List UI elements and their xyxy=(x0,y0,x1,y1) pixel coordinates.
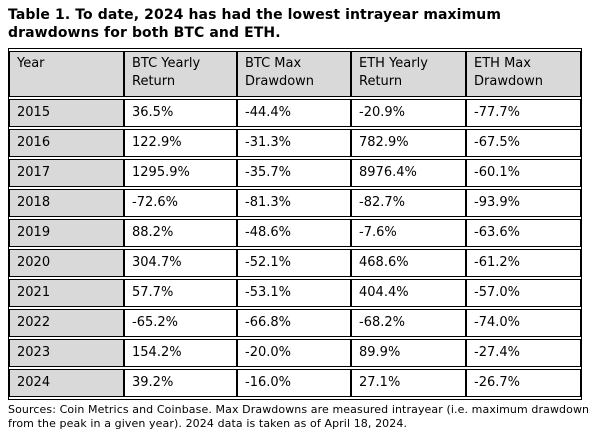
table-row: 2022 -65.2% -66.8% -68.2% -74.0% xyxy=(9,308,581,337)
value-cell: 304.7% xyxy=(124,248,237,277)
year-cell: 2015 xyxy=(9,98,124,127)
value-cell: -31.3% xyxy=(237,128,351,157)
table-title: Table 1. To date, 2024 has had the lowes… xyxy=(8,7,502,42)
column-header: ETH Yearly Return xyxy=(351,50,466,97)
value-cell: -72.6% xyxy=(124,188,237,217)
value-cell: -20.0% xyxy=(237,338,351,367)
value-cell: -20.9% xyxy=(351,98,466,127)
value-cell: -68.2% xyxy=(351,308,466,337)
value-cell: -81.3% xyxy=(237,188,351,217)
year-cell: 2018 xyxy=(9,188,124,217)
value-cell: -66.8% xyxy=(237,308,351,337)
value-cell: -60.1% xyxy=(466,158,581,187)
value-cell: -16.0% xyxy=(237,368,351,397)
value-cell: -52.1% xyxy=(237,248,351,277)
year-cell: 2024 xyxy=(9,368,124,397)
year-cell: 2019 xyxy=(9,218,124,247)
value-cell: 468.6% xyxy=(351,248,466,277)
table-body: 2015 36.5% -44.4% -20.9% -77.7% 2016 122.9% -31… xyxy=(9,98,581,397)
year-cell: 2016 xyxy=(9,128,124,157)
value-cell: -67.5% xyxy=(466,128,581,157)
value-cell: -65.2% xyxy=(124,308,237,337)
year-cell: 2021 xyxy=(9,278,124,307)
value-cell: -82.7% xyxy=(351,188,466,217)
table-row: 2020 304.7% -52.1% 468.6% -61.2% xyxy=(9,248,581,277)
table-row: 2021 57.7% -53.1% 404.4% -57.0% xyxy=(9,278,581,307)
value-cell: -27.4% xyxy=(466,338,581,367)
value-cell: 782.9% xyxy=(351,128,466,157)
value-cell: -44.4% xyxy=(237,98,351,127)
value-cell: -77.7% xyxy=(466,98,581,127)
year-cell: 2017 xyxy=(9,158,124,187)
drawdown-table: Year BTC Yearly Return BTC Max Drawdown ETH… xyxy=(8,47,582,400)
value-cell: 122.9% xyxy=(124,128,237,157)
value-cell: 8976.4% xyxy=(351,158,466,187)
value-cell: 36.5% xyxy=(124,98,237,127)
value-cell: -93.9% xyxy=(466,188,581,217)
table-row: 2016 122.9% -31.3% 782.9% -67.5% xyxy=(9,128,581,157)
value-cell: 39.2% xyxy=(124,368,237,397)
value-cell: -63.6% xyxy=(466,218,581,247)
value-cell: -74.0% xyxy=(466,308,581,337)
value-cell: 1295.9% xyxy=(124,158,237,187)
value-cell: 89.9% xyxy=(351,338,466,367)
table-row: 2018 -72.6% -81.3% -82.7% -93.9% xyxy=(9,188,581,217)
year-cell: 2023 xyxy=(9,338,124,367)
value-cell: 154.2% xyxy=(124,338,237,367)
column-header: Year xyxy=(9,50,124,97)
value-cell: 57.7% xyxy=(124,278,237,307)
value-cell: 404.4% xyxy=(351,278,466,307)
value-cell: -7.6% xyxy=(351,218,466,247)
value-cell: 27.1% xyxy=(351,368,466,397)
column-header: BTC Max Drawdown xyxy=(237,50,351,97)
table-row: 2017 1295.9% -35.7% 8976.4% -60.1% xyxy=(9,158,581,187)
table-row: 2019 88.2% -48.6% -7.6% -63.6% xyxy=(9,218,581,247)
source-note: Sources: Coin Metrics and Coinbase. Max … xyxy=(8,402,590,430)
value-cell: -48.6% xyxy=(237,218,351,247)
year-cell: 2020 xyxy=(9,248,124,277)
value-cell: -61.2% xyxy=(466,248,581,277)
value-cell: -57.0% xyxy=(466,278,581,307)
table-row: 2024 39.2% -16.0% 27.1% -26.7% xyxy=(9,368,581,397)
column-header: BTC Yearly Return xyxy=(124,50,237,97)
value-cell: 88.2% xyxy=(124,218,237,247)
table-row: 2023 154.2% -20.0% 89.9% -27.4% xyxy=(9,338,581,367)
column-header: ETH Max Drawdown xyxy=(466,50,581,97)
value-cell: -26.7% xyxy=(466,368,581,397)
year-cell: 2022 xyxy=(9,308,124,337)
value-cell: -53.1% xyxy=(237,278,351,307)
header-row: Year BTC Yearly Return BTC Max Drawdown ETH… xyxy=(9,50,581,97)
value-cell: -35.7% xyxy=(237,158,351,187)
table-row: 2015 36.5% -44.4% -20.9% -77.7% xyxy=(9,98,581,127)
